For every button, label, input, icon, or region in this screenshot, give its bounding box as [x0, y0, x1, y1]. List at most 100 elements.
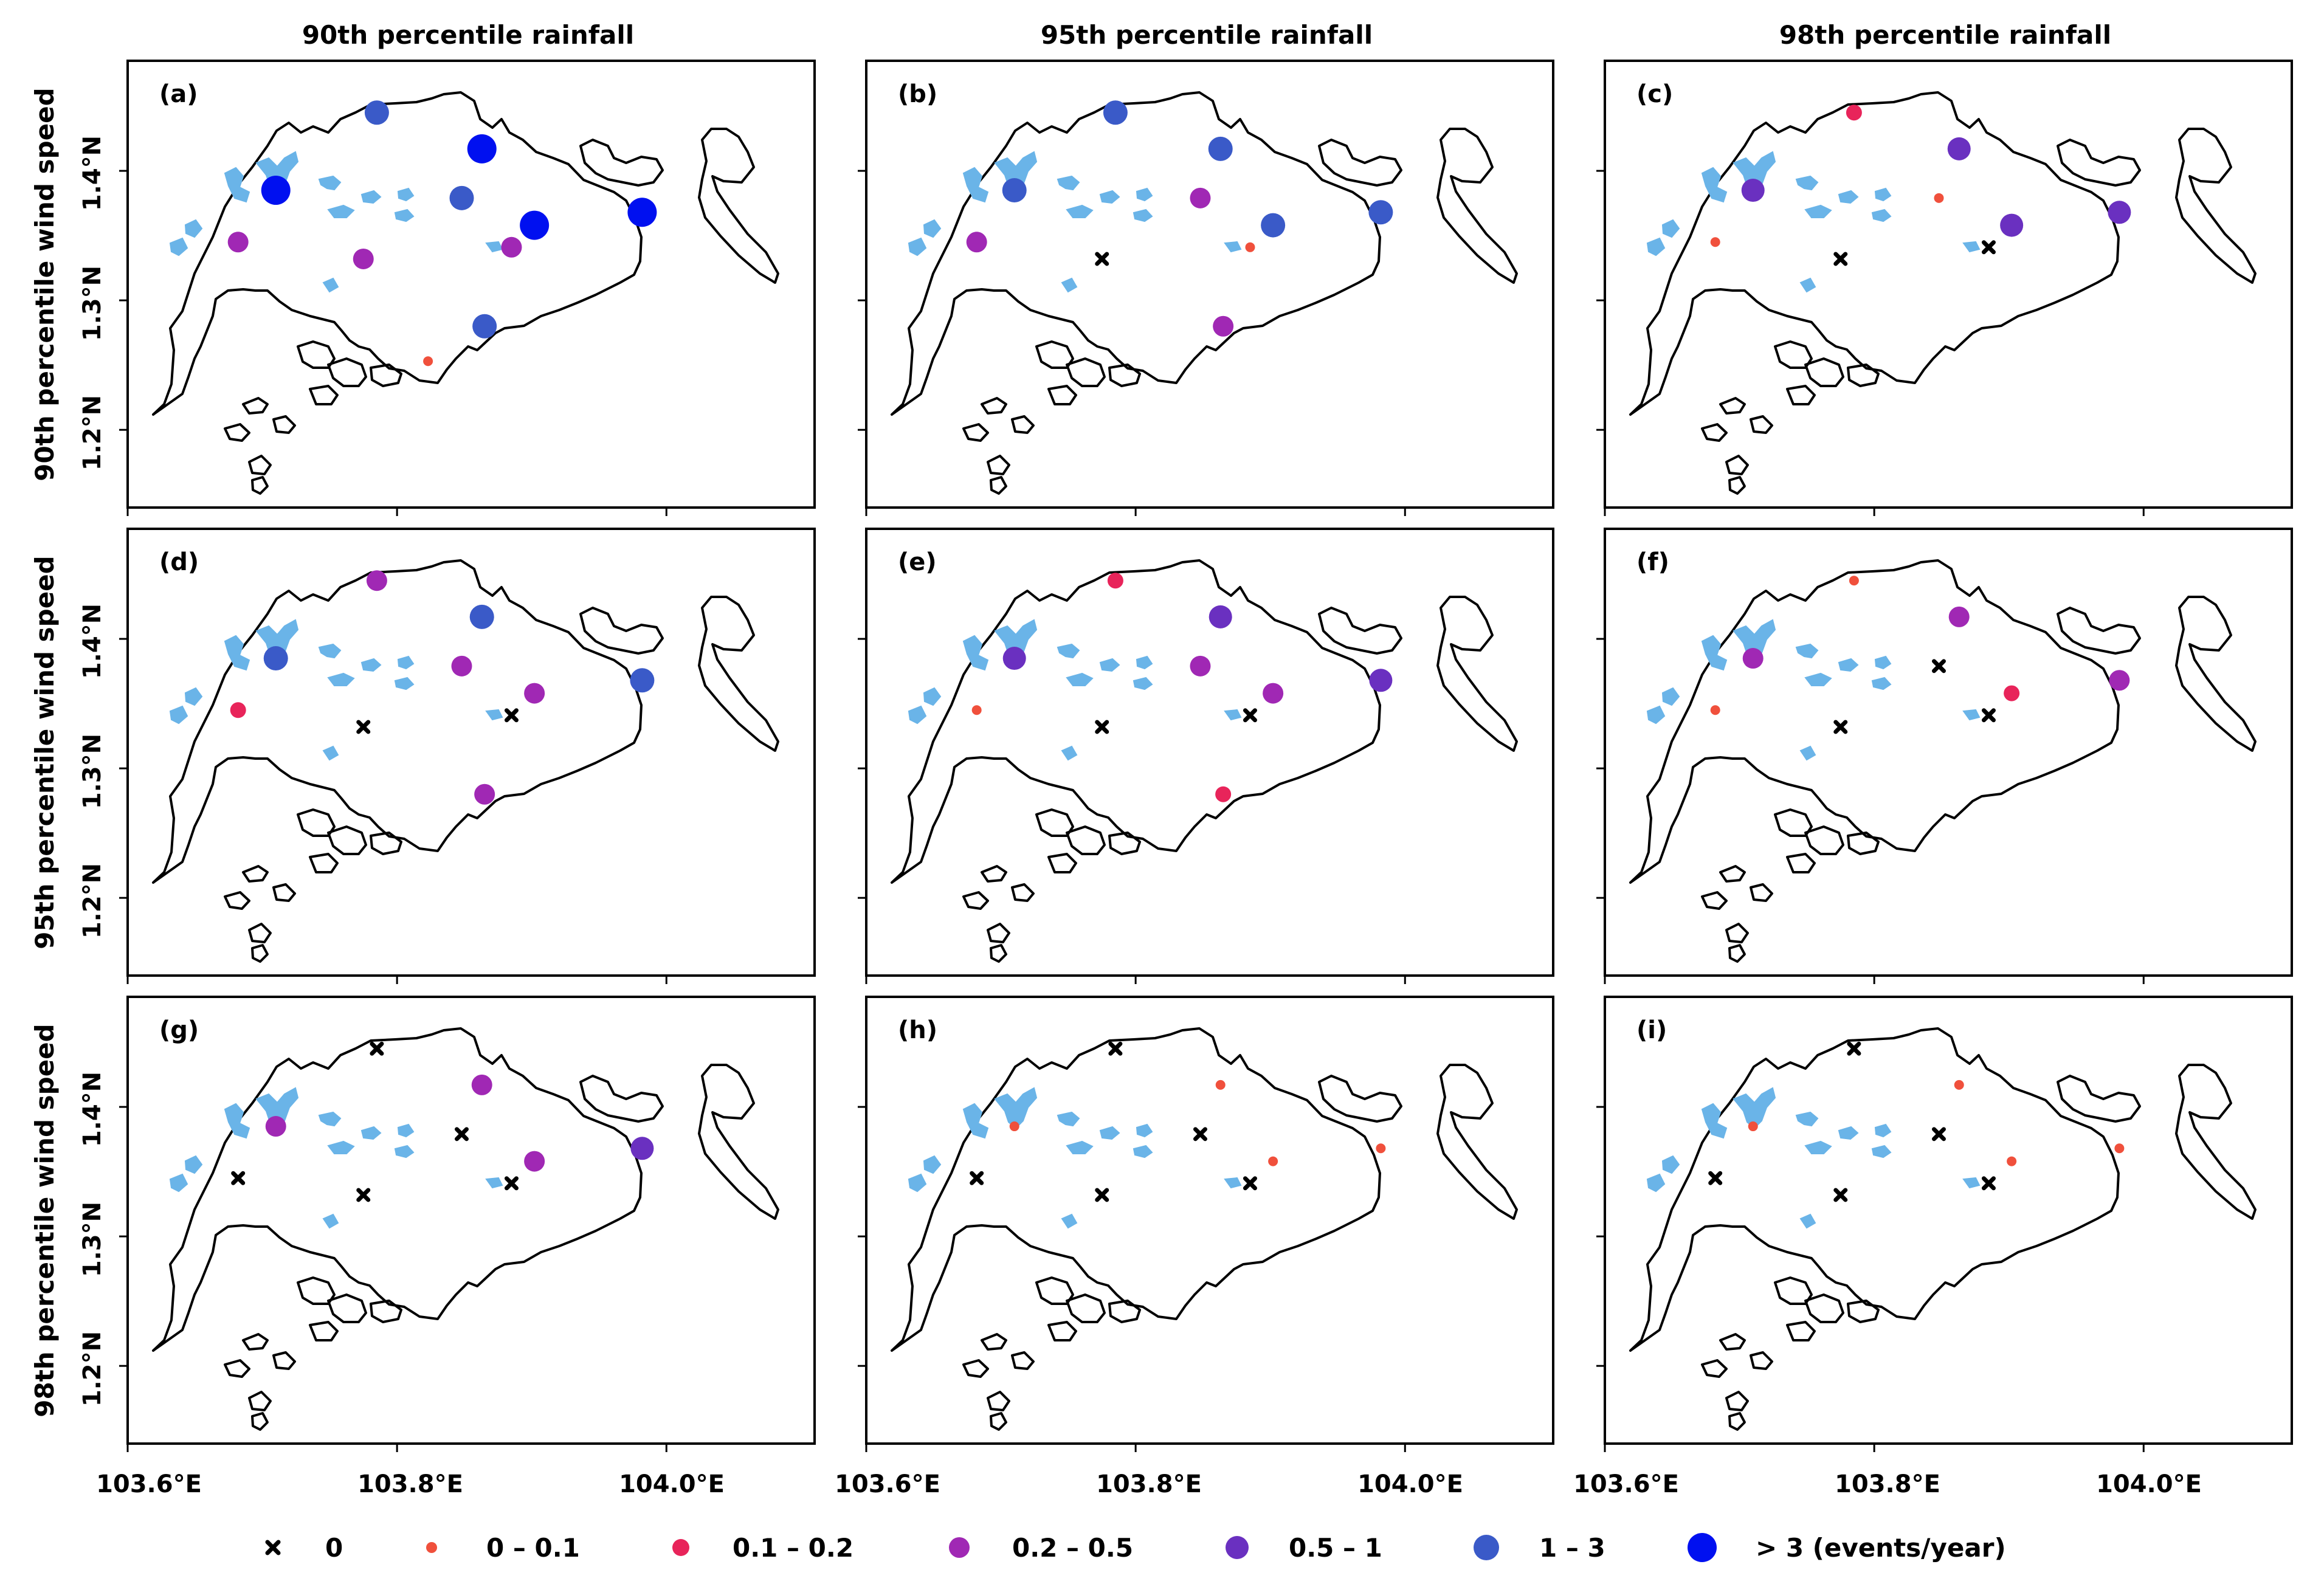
reservoir	[1795, 1111, 1819, 1127]
reservoir	[1701, 1103, 1728, 1139]
reservoir	[1962, 709, 1981, 721]
column-title-2: 95th percentile rainfall	[1041, 20, 1373, 50]
island-coast	[1847, 832, 1880, 855]
station-marker	[1934, 193, 1944, 203]
island-coast	[1728, 944, 1746, 963]
cross-stroke	[504, 1176, 519, 1191]
island-coast	[1701, 891, 1728, 910]
island-coast	[224, 423, 250, 442]
cross-stroke	[1108, 1041, 1123, 1056]
station-marker	[1002, 178, 1027, 203]
panels-layer: (a) (b) (c) (d) (e) (f) (g) (h) (i)	[119, 60, 2293, 1452]
reservoir	[394, 677, 415, 690]
island-coast	[309, 385, 339, 405]
cross-stroke	[1095, 720, 1109, 734]
island-coast	[962, 423, 989, 442]
cross-stroke	[1981, 708, 1996, 723]
panel-frame	[126, 60, 816, 509]
y-tick-label: 1.2°N	[78, 863, 106, 938]
island-coast	[1108, 832, 1141, 855]
island-coast	[1786, 1321, 1816, 1341]
station-marker-zero	[970, 1171, 984, 1185]
island-coast	[1719, 865, 1746, 883]
island-coast	[251, 476, 269, 495]
station-marker	[1190, 655, 1211, 677]
station-marker	[469, 604, 494, 629]
station-marker-zero	[1095, 720, 1109, 734]
reservoir	[322, 277, 339, 293]
station-marker	[227, 232, 249, 253]
reservoir	[1136, 187, 1153, 202]
panel-frame	[865, 528, 1554, 977]
station-marker-zero	[1981, 240, 1996, 255]
island-coast	[990, 1412, 1007, 1431]
island-coast	[1047, 1321, 1077, 1341]
x-tick-label: 103.8°E	[1835, 1470, 1940, 1498]
reservoir	[1661, 219, 1680, 238]
station-marker	[1103, 100, 1128, 125]
reservoir	[1661, 687, 1680, 706]
reservoir	[908, 237, 927, 257]
reservoir	[169, 705, 188, 725]
island-coast	[1725, 923, 1749, 943]
map-panel: (f)	[1596, 528, 2293, 984]
x-axis-labels: 103.6°E 103.8°E 104.0°E 103.6°E 103.8°E …	[96, 1470, 2202, 1498]
cross-marker-icon	[265, 1540, 281, 1555]
reservoir	[923, 1155, 942, 1174]
cross-stroke	[454, 1127, 469, 1142]
legend-dot-icon	[672, 1539, 689, 1556]
cross-stroke	[1847, 1041, 1861, 1056]
station-marker	[2000, 213, 2024, 237]
reservoir	[962, 167, 989, 203]
station-marker	[1107, 573, 1123, 589]
coastline	[891, 559, 1518, 963]
coastline	[1629, 559, 2257, 963]
island-coast	[987, 1391, 1010, 1411]
reservoir	[1066, 204, 1094, 218]
station-marker-zero	[1095, 1188, 1109, 1202]
legend-item-0.2-0.5: 0.2 – 0.5	[949, 1533, 1133, 1563]
panel-label: (f)	[1636, 548, 1669, 576]
island-coast	[1786, 853, 1816, 873]
y-tick-label: 1.3°N	[78, 266, 106, 341]
station-marker-zero	[1833, 252, 1848, 266]
row-title-3: 98th percentile wind speed	[30, 1024, 60, 1417]
station-marker-zero	[1833, 720, 1848, 734]
coastline	[152, 559, 779, 963]
island-coast	[1011, 415, 1035, 434]
map-panel: (i)	[1596, 996, 2293, 1452]
mainland-coast	[891, 91, 1381, 416]
island-coast	[1728, 476, 1746, 495]
reservoir	[1057, 175, 1080, 191]
y-tick-label: 1.3°N	[78, 1202, 106, 1277]
coastline	[1629, 1027, 2257, 1431]
station-marker	[966, 232, 987, 253]
island-coast	[1750, 415, 1773, 434]
reservoir	[1795, 175, 1819, 191]
reservoir	[1057, 1111, 1080, 1127]
island-coast	[1066, 825, 1106, 855]
reservoir	[1646, 1173, 1666, 1193]
reservoir	[1133, 677, 1153, 690]
island-coast	[1786, 385, 1816, 405]
map-panel: (g)	[119, 996, 816, 1452]
legend-label: 0.5 – 1	[1289, 1533, 1382, 1563]
legend-dot-icon	[426, 1542, 437, 1553]
station-marker	[2004, 685, 2020, 701]
station-marker-zero	[1108, 1041, 1123, 1056]
y-tick-label: 1.4°N	[78, 1072, 106, 1147]
reservoirs	[908, 619, 1242, 761]
panel-frame	[1604, 60, 2293, 509]
island-coast	[327, 357, 367, 387]
station-marker	[1849, 576, 1859, 586]
station-marker-zero	[356, 720, 371, 734]
cross-stroke	[1095, 252, 1109, 266]
reservoirs	[1646, 151, 1981, 293]
station-marker	[265, 1116, 286, 1137]
reservoir	[397, 187, 415, 202]
station-marker	[1209, 605, 1232, 628]
reservoir	[322, 745, 339, 761]
station-marker	[2108, 201, 2131, 224]
reservoir	[908, 1173, 927, 1193]
cross-stroke	[504, 708, 519, 723]
